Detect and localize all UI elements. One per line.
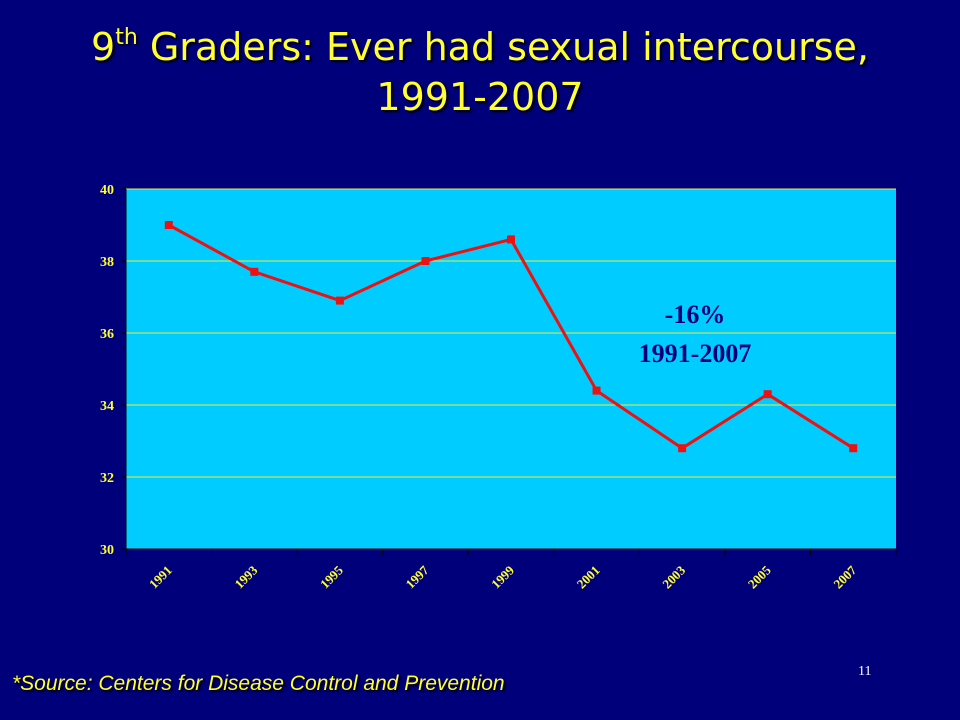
y-tick-label: 36 <box>100 327 114 342</box>
y-tick-label: 32 <box>100 471 114 486</box>
page-number: 11 <box>858 664 872 679</box>
title-prefix: 9 <box>91 25 116 69</box>
x-tick-label: 1995 <box>317 562 346 591</box>
title-main: Graders: Ever had sexual intercourse, <box>137 25 869 69</box>
slide-title: 9th Graders: Ever had sexual intercourse… <box>0 22 960 122</box>
axes <box>121 188 897 555</box>
data-point <box>592 386 601 395</box>
data-point <box>678 444 687 453</box>
data-point <box>421 257 430 265</box>
annotation-percent: -16% <box>665 300 726 329</box>
data-point <box>507 235 515 244</box>
grid-lines <box>126 188 896 478</box>
data-point <box>849 444 858 453</box>
title-years: 1991-2007 <box>376 75 584 119</box>
x-tick-label: 2007 <box>830 562 859 591</box>
y-tick-label: 30 <box>100 543 114 558</box>
annotation-years: 1991-2007 <box>639 339 752 368</box>
x-tick-label: 1999 <box>488 562 517 591</box>
data-point <box>164 221 173 229</box>
x-tick-label: 1993 <box>231 562 260 591</box>
x-tick-label: 1997 <box>403 562 432 591</box>
x-tick-label: 2003 <box>659 562 688 591</box>
y-tick-label: 40 <box>100 183 114 198</box>
y-tick-label: 34 <box>100 399 114 414</box>
data-points <box>164 221 858 453</box>
y-tick-label: 38 <box>100 255 114 270</box>
data-point <box>335 296 344 305</box>
source-note: *Source: Centers for Disease Control and… <box>12 672 505 695</box>
x-tick-label: 1991 <box>146 563 175 592</box>
x-tick-label: 2001 <box>574 563 603 592</box>
data-point <box>250 267 259 276</box>
data-point <box>763 390 772 399</box>
x-tick-label: 2005 <box>745 562 774 591</box>
y-axis-tick-labels: 30 32 34 36 38 40 <box>100 183 114 558</box>
title-superscript: th <box>115 25 138 50</box>
plot-area <box>126 189 896 549</box>
x-axis-tick-labels: 1991 1993 1995 1997 1999 2001 2003 2005 2007 <box>146 562 860 591</box>
